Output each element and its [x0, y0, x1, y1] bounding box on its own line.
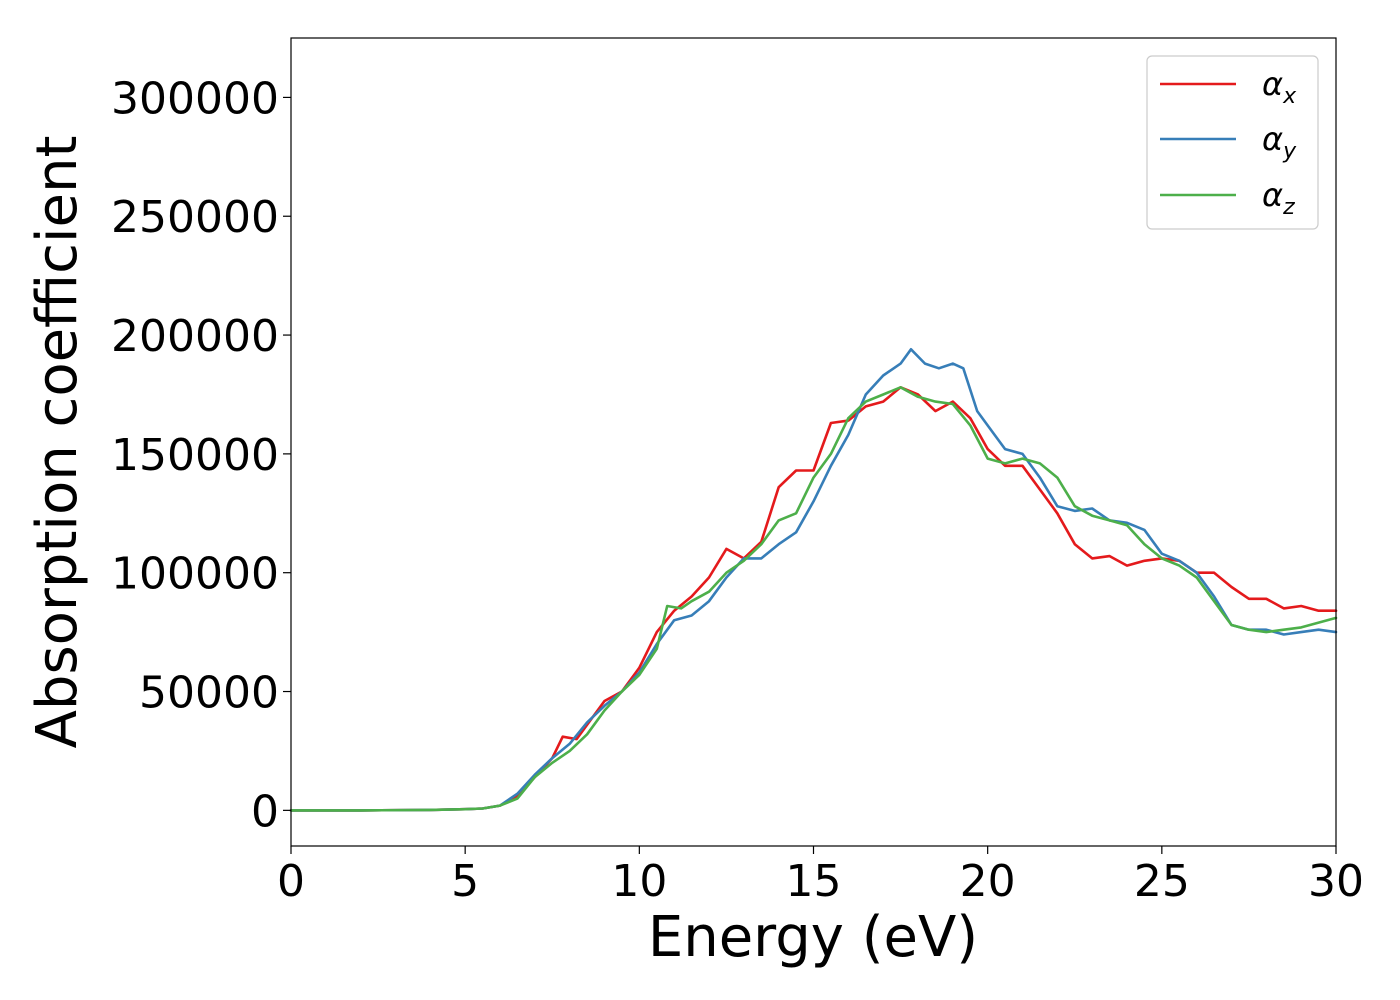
- y-tick-label: 250000: [111, 192, 279, 243]
- series-line-x: [289, 386, 1338, 812]
- y-tick-label: 200000: [111, 311, 279, 362]
- legend-label-z: αz: [1262, 176, 1295, 220]
- x-tick-label: 10: [611, 856, 667, 907]
- y-tick-label: 300000: [111, 73, 279, 124]
- y-tick-label: 50000: [139, 668, 279, 719]
- y-tick-label: 150000: [111, 430, 279, 481]
- x-tick-label: 15: [786, 856, 842, 907]
- legend: αx αy αz: [1146, 55, 1319, 230]
- y-axis-title: Absorption coefficient: [25, 136, 90, 749]
- legend-label-x: αx: [1262, 65, 1297, 109]
- series-line-y: [289, 348, 1338, 812]
- x-axis-title: Energy (eV): [648, 905, 978, 970]
- y-axis-ticks: 0 50000 100000 150000 200000 250000 300000: [111, 73, 291, 837]
- y-tick-label: 100000: [111, 549, 279, 600]
- x-tick-label: 25: [1134, 856, 1190, 907]
- series-line-z: [289, 386, 1338, 812]
- x-tick-label: 30: [1308, 856, 1364, 907]
- y-tick-label: 0: [251, 786, 279, 837]
- series-layer: [289, 348, 1338, 812]
- x-tick-label: 0: [277, 856, 305, 907]
- x-tick-label: 5: [451, 856, 479, 907]
- legend-frame: [1146, 55, 1319, 230]
- x-tick-label: 20: [960, 856, 1016, 907]
- legend-label-y: αy: [1262, 120, 1297, 164]
- x-axis-ticks: 0 5 10 15 20 25 30: [277, 846, 1364, 907]
